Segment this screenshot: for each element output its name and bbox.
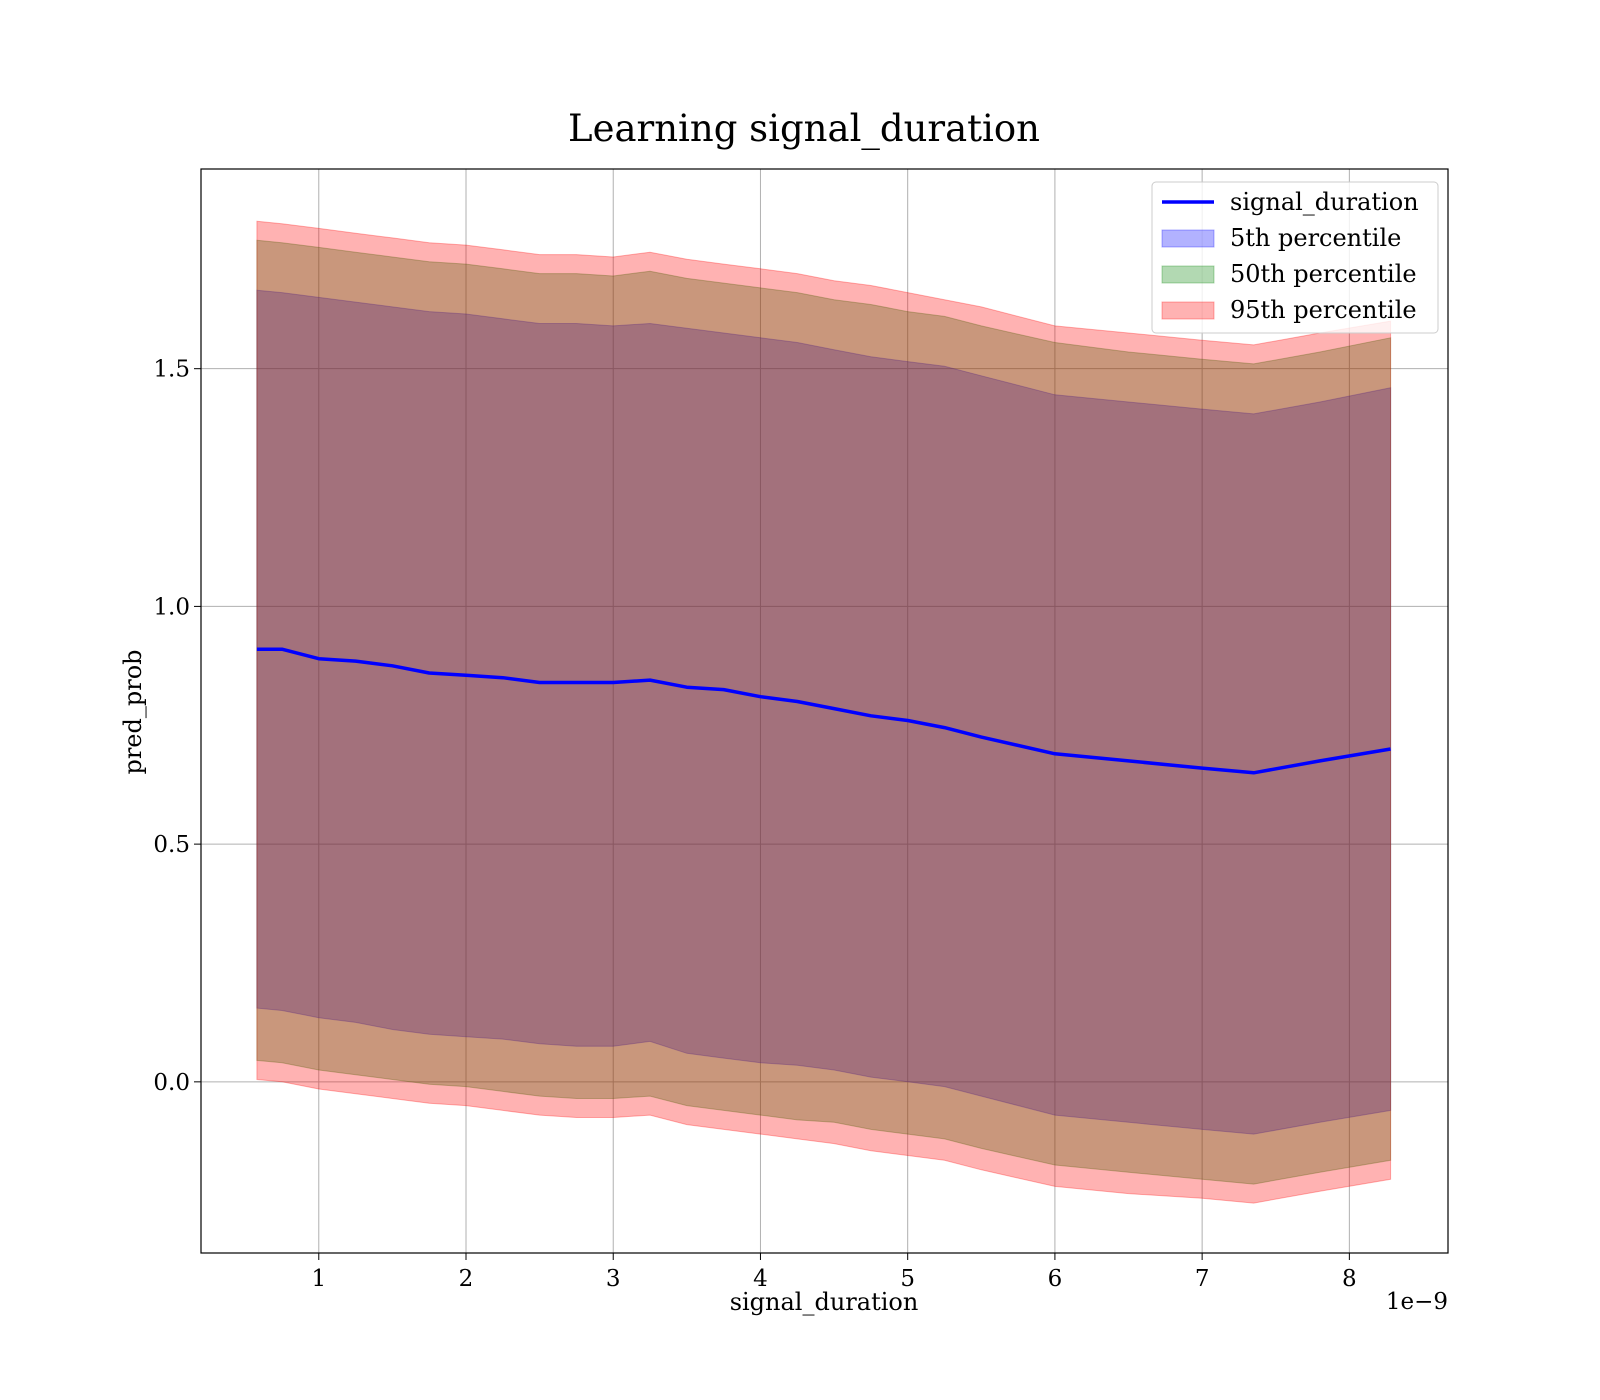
line-signal_duration	[256, 647, 1391, 775]
legend-swatch-band	[1161, 265, 1215, 284]
y-tick-label: 1.0	[153, 594, 190, 620]
legend-label: 50th percentile	[1230, 260, 1417, 288]
plot-frame	[200, 168, 1449, 1254]
x-axis-offset-label: 1e−9	[1386, 1289, 1448, 1315]
chart-title: Learning signal_duration	[568, 107, 1040, 151]
grid	[201, 169, 1448, 1253]
band-50th-percentile	[256, 239, 1392, 1185]
y-axis-label: pred_prob	[119, 649, 147, 774]
series-lines	[256, 647, 1391, 775]
percentile-bands	[256, 220, 1392, 1204]
x-tick-label: 5	[900, 1266, 915, 1292]
axis-ticks: 1 2 3 4 5 6 7 8 0.0 0.5 1.0 1.5	[153, 357, 1356, 1292]
y-tick-label: 0.0	[153, 1070, 190, 1096]
legend: signal_duration 5th percentile 50th percen…	[1151, 181, 1439, 334]
legend-swatch-band	[1161, 229, 1215, 248]
legend-label: 95th percentile	[1230, 296, 1417, 324]
legend-swatch-band	[1161, 301, 1215, 320]
band-5th-percentile	[256, 289, 1392, 1135]
x-tick-label: 1	[311, 1266, 326, 1292]
legend-label: signal_duration	[1230, 188, 1419, 216]
x-axis-label: signal_duration	[730, 1288, 919, 1316]
x-tick-label: 4	[753, 1266, 768, 1292]
x-tick-label: 3	[606, 1266, 621, 1292]
y-tick-label: 0.5	[153, 832, 190, 858]
x-tick-label: 2	[459, 1266, 474, 1292]
band-95th-percentile	[256, 220, 1392, 1204]
y-tick-label: 1.5	[153, 357, 190, 383]
x-tick-label: 7	[1195, 1266, 1210, 1292]
legend-box	[1151, 181, 1439, 334]
legend-label: 5th percentile	[1230, 224, 1401, 252]
x-tick-label: 8	[1342, 1266, 1357, 1292]
x-tick-label: 6	[1048, 1266, 1063, 1292]
